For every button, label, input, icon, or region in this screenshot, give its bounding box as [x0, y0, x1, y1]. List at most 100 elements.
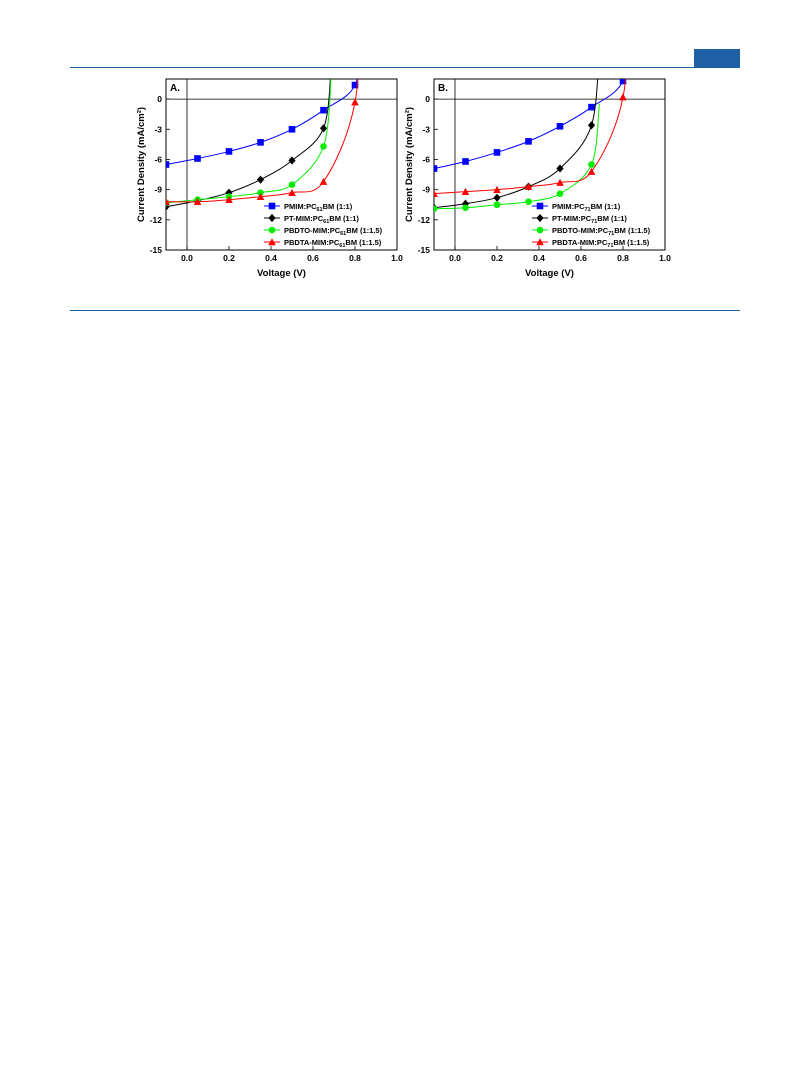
legend-marker	[268, 226, 276, 234]
data-point-marker	[493, 185, 501, 193]
data-point-marker	[462, 204, 469, 212]
x-tick-label: 0.0	[449, 253, 461, 263]
data-point-marker	[193, 197, 202, 206]
data-point-marker	[288, 188, 296, 196]
data-point-marker	[556, 122, 564, 130]
y-tick-label: -6	[154, 154, 162, 164]
y-tick-label: 0	[157, 94, 162, 104]
plot-frame	[433, 78, 666, 251]
x-axis-title: Voltage (V)	[257, 268, 306, 279]
data-point-marker	[556, 190, 564, 197]
data-point-marker	[225, 148, 233, 155]
data-point-marker	[225, 195, 233, 204]
series-line	[434, 79, 625, 170]
data-point-marker	[588, 103, 595, 111]
series-line	[434, 103, 600, 210]
data-point-marker	[493, 193, 501, 202]
data-point-marker	[556, 178, 564, 186]
x-axis-title: Voltage (V)	[525, 268, 574, 279]
legend-label: PT-MIM:PC71BM (1:1)	[552, 214, 627, 225]
x-tick-label: 0.6	[307, 253, 319, 263]
y-tick-label: -9	[422, 185, 430, 195]
legend-marker	[536, 213, 544, 223]
journal-corner-tab	[694, 49, 740, 67]
data-point-marker	[319, 177, 328, 185]
data-point-marker	[556, 164, 564, 173]
legend-label: PBDTA-MIM:PC61BM (1:1.5)	[284, 238, 382, 249]
data-point-marker	[493, 201, 501, 209]
series-line	[166, 79, 358, 165]
data-point-marker	[619, 93, 627, 101]
data-point-marker	[351, 81, 359, 89]
jv-curves-figure: 0.0 0.2 0.4 0.6 0.8 1.0 0 -3 -6 -9 -12 -15 Voltage (…	[136, 78, 671, 279]
series-layer	[434, 79, 627, 213]
y-tick-label: -12	[418, 215, 431, 225]
data-point-marker	[587, 121, 596, 130]
data-point-marker	[288, 181, 296, 188]
data-point-marker	[320, 106, 327, 114]
legend-label: PBDTO-MIM:PC61BM (1:1.5)	[284, 226, 383, 237]
legend-marker	[268, 238, 276, 246]
data-point-marker	[462, 158, 469, 165]
y-axis-title: Current Density (mA/cm²)	[136, 107, 147, 222]
data-point-marker	[166, 161, 170, 168]
legend-marker	[268, 213, 276, 223]
legend-label: PMIM:PC71BM (1:1)	[552, 202, 621, 213]
x-tick-label: 0.2	[491, 253, 503, 263]
data-point-marker	[434, 165, 438, 172]
data-point-marker	[288, 125, 296, 133]
data-point-marker	[493, 149, 501, 156]
y-tick-label: -3	[154, 124, 162, 134]
panel-label: A.	[170, 83, 180, 94]
data-point-marker	[319, 124, 328, 133]
data-point-marker	[256, 192, 265, 200]
x-tick-label: 0.8	[349, 253, 361, 263]
y-tick-label: -6	[422, 154, 430, 164]
data-point-marker	[434, 189, 438, 197]
data-point-marker	[194, 155, 201, 162]
x-tick-label: 0.4	[265, 253, 277, 263]
y-tick-label: -3	[422, 124, 430, 134]
y-tick-label: -15	[150, 245, 163, 255]
x-tick-label: 0.0	[181, 253, 193, 263]
series-line	[166, 79, 331, 208]
series-line	[434, 79, 627, 195]
legend-marker	[536, 238, 544, 246]
chart-panel-b: 0.0 0.2 0.4 0.6 0.8 1.0 0 -3 -6 -9 -12 -15 Voltage (…	[404, 78, 671, 279]
x-tick-label: 1.0	[659, 253, 671, 263]
data-point-marker	[588, 161, 595, 168]
y-tick-label: -15	[418, 245, 431, 255]
data-point-marker	[619, 79, 627, 85]
y-tick-label: 0	[425, 94, 430, 104]
series-line	[166, 79, 332, 204]
legend-label: PBDTA-MIM:PC71BM (1:1.5)	[552, 238, 650, 249]
series-layer	[166, 79, 359, 211]
data-point-marker	[525, 138, 532, 145]
data-point-marker	[434, 205, 438, 213]
data-point-marker	[320, 143, 327, 150]
panel-label: B.	[438, 83, 448, 94]
data-point-marker	[257, 189, 264, 196]
legend-marker	[268, 202, 276, 210]
data-point-marker	[351, 98, 359, 106]
legend-label: PBDTO-MIM:PC71BM (1:1.5)	[552, 226, 651, 237]
x-tick-label: 0.2	[223, 253, 235, 263]
legend-label: PMIM:PC61BM (1:1)	[284, 202, 353, 213]
x-tick-label: 0.8	[617, 253, 629, 263]
series-line	[166, 79, 359, 203]
series-line	[434, 79, 599, 209]
data-point-marker	[256, 175, 265, 184]
data-point-marker	[524, 182, 533, 190]
legend-label: PT-MIM:PC61BM (1:1)	[284, 214, 359, 225]
x-tick-label: 0.4	[533, 253, 545, 263]
x-tick-label: 0.6	[575, 253, 587, 263]
data-point-marker	[166, 197, 170, 206]
data-point-marker	[587, 167, 596, 175]
data-point-marker	[525, 198, 532, 206]
chart-panel-a: 0.0 0.2 0.4 0.6 0.8 1.0 0 -3 -6 -9 -12 -15 Voltage (…	[136, 78, 403, 279]
plot-frame	[165, 78, 398, 251]
y-tick-label: -12	[150, 215, 163, 225]
caption-rule	[70, 310, 740, 311]
legend-marker	[536, 202, 544, 210]
header-rule	[70, 67, 740, 68]
